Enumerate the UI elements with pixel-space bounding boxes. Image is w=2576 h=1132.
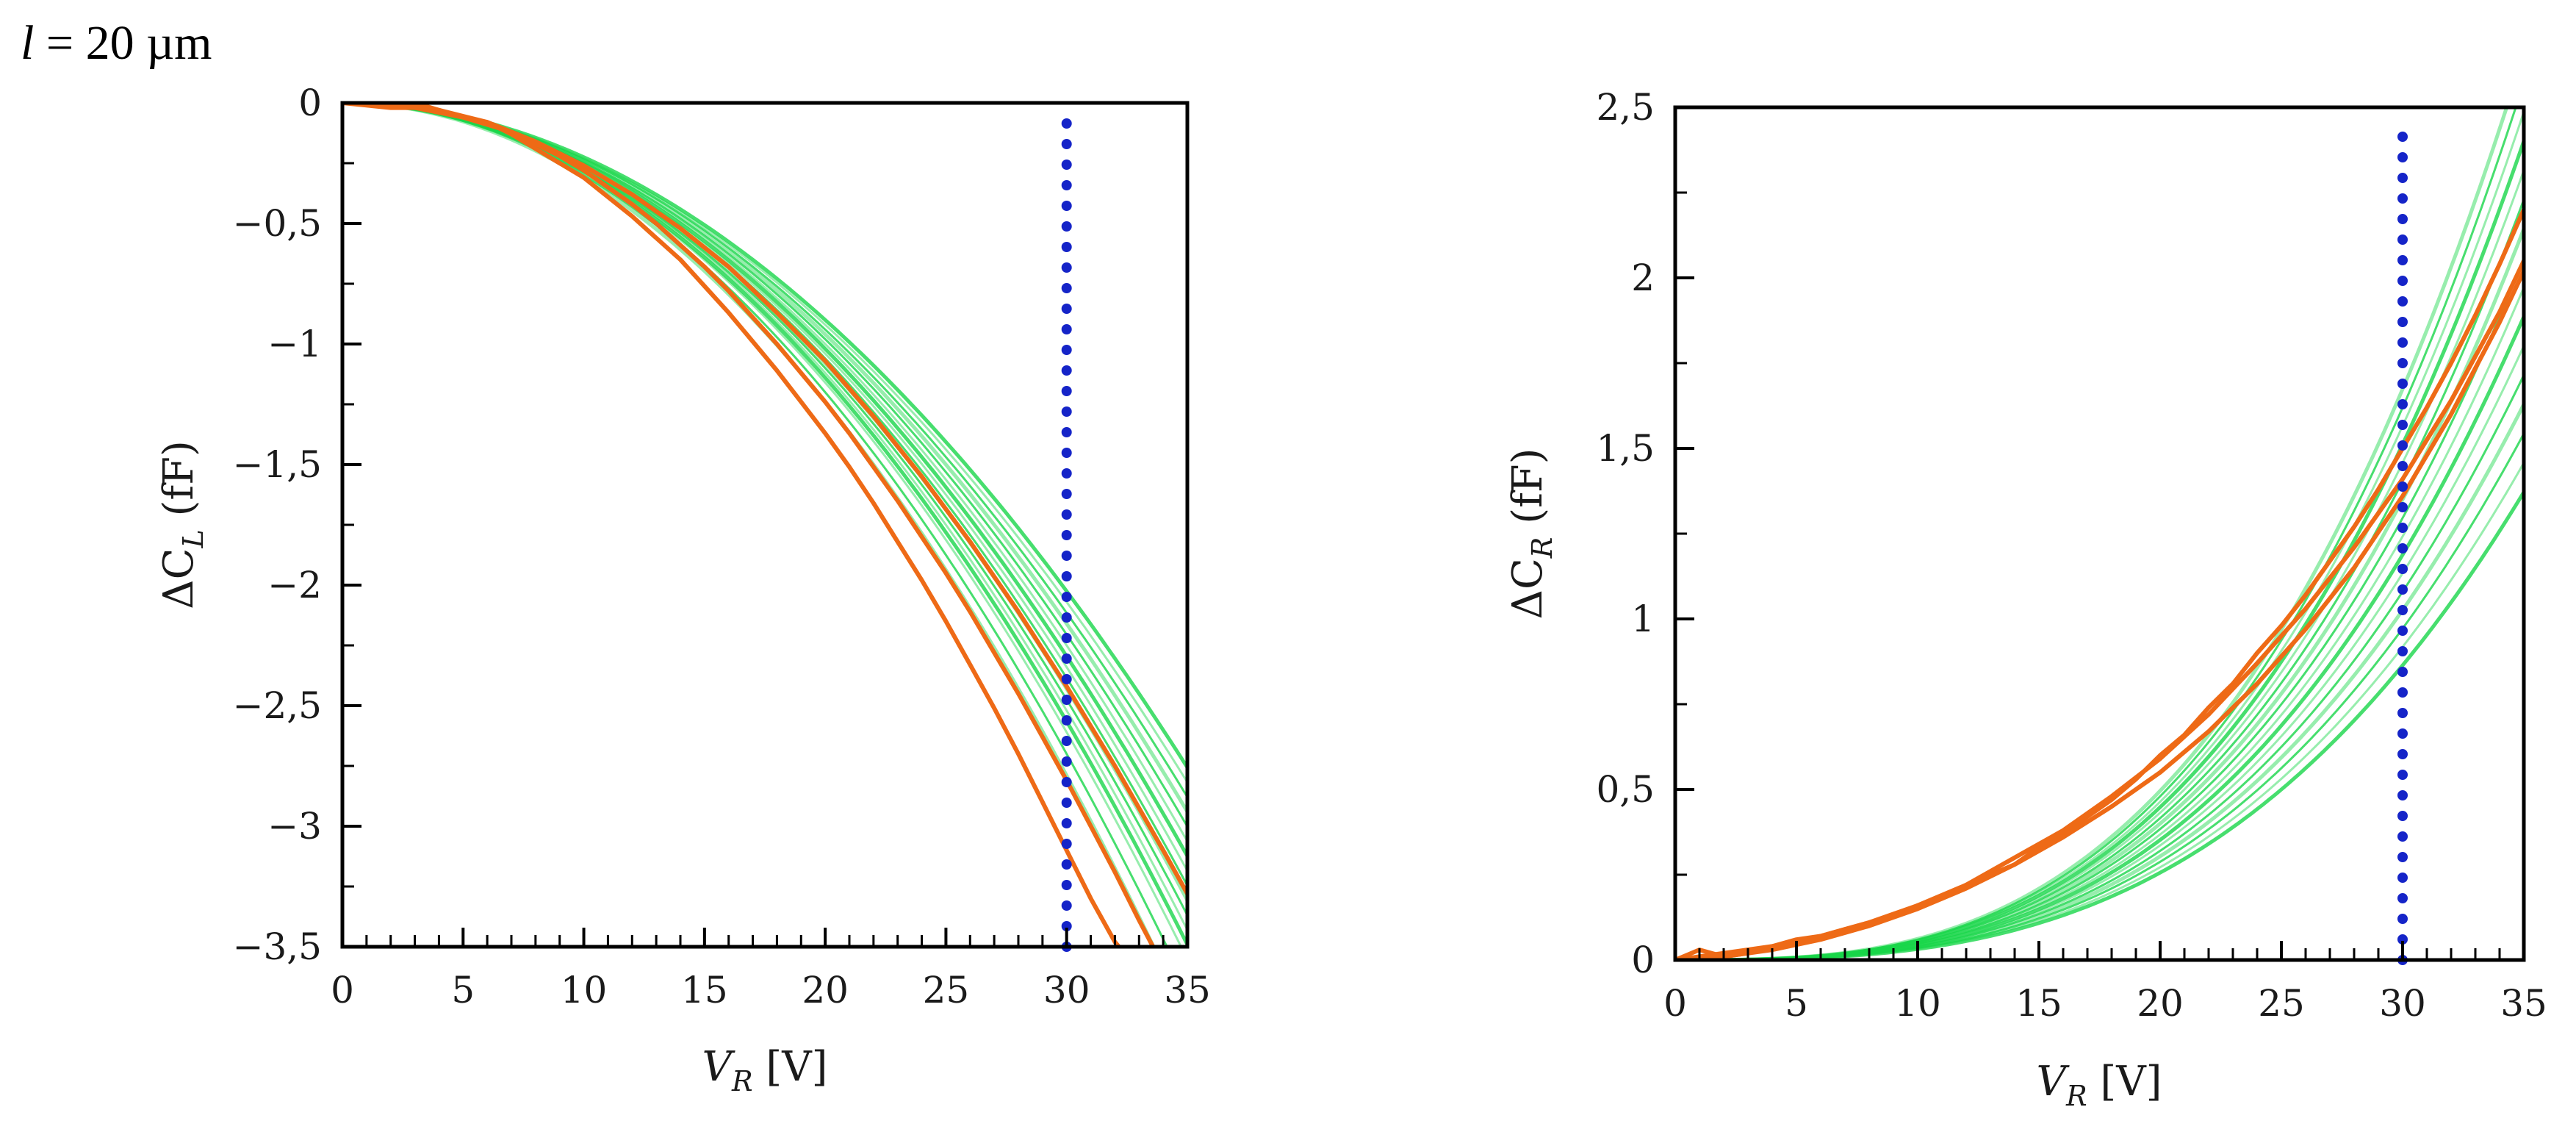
left-xlabel-main: V	[702, 1043, 735, 1091]
right-ytick-label: 2,5	[1596, 86, 1655, 129]
right-xtick-label: 20	[2137, 982, 2184, 1025]
right-xtick-label: 0	[1663, 982, 1687, 1025]
figure-label-var: l	[21, 16, 34, 70]
left-ytick-label: −0,5	[233, 202, 322, 245]
left-ylabel-sub: L	[177, 529, 209, 548]
left-xtick-label: 0	[331, 969, 354, 1011]
left-xtick-label: 10	[561, 969, 608, 1011]
left-ytick-label: −3	[267, 805, 322, 848]
left-plot-frame	[340, 101, 1190, 949]
left-ticks: 0 5 10 15 20 25 30 35 0 −0,5 −1 −1,5 −2 −2,5 −3 −3,5	[233, 82, 1211, 1011]
left-sim-curve-4	[342, 103, 1187, 813]
right-ytick-label: 0	[1631, 939, 1655, 981]
right-ylabel-unit: (fF)	[1504, 448, 1552, 523]
right-xtick-label: 5	[1785, 982, 1808, 1025]
right-plot-frame	[1673, 105, 2526, 962]
figure-label-rest: = 20 µm	[34, 16, 212, 70]
right-ytick-label: 0,5	[1596, 768, 1655, 811]
left-xtick-label: 30	[1043, 969, 1090, 1011]
right-ytick-label: 1	[1631, 598, 1655, 640]
right-xtick-label: 25	[2258, 982, 2305, 1025]
left-sim-curve-10	[342, 103, 1187, 902]
right-sim-curve-16	[1675, 107, 2509, 960]
left-ytick-label: −2	[267, 564, 322, 606]
right-plot-area	[1675, 107, 2524, 960]
left-plot-area	[342, 103, 1187, 947]
right-ytick-label: 1,5	[1596, 427, 1655, 470]
left-xtick-label: 35	[1164, 969, 1211, 1011]
right-sim-curve-15	[1675, 107, 2517, 960]
left-ytick-label: −3,5	[233, 925, 322, 968]
left-sim-curve-8	[342, 103, 1187, 872]
right-xlabel-sub: R	[2065, 1080, 2087, 1112]
right-sim-curve-2	[1675, 462, 2524, 960]
left-sim-curve-3	[342, 103, 1187, 798]
left-xlabel: VR [V]	[702, 1043, 827, 1097]
right-ticks: 0 5 10 15 20 25 30 35 0 0,5 1 1,5 2 2,5	[1596, 86, 2547, 1025]
right-ylabel-main: ΔC	[1504, 558, 1552, 619]
left-sim-curve-12	[342, 103, 1187, 931]
left-xlabel-unit: [V]	[766, 1043, 827, 1091]
left-ytick-label: 0	[298, 82, 322, 124]
right-sim-curve-14	[1675, 111, 2524, 960]
left-ytick-label: −1,5	[233, 443, 322, 486]
left-measured-2-line	[342, 103, 1156, 947]
right-ytick-label: 2	[1631, 257, 1655, 299]
left-chart: 0 5 10 15 20 25 30 35 0 −0,5 −1 −1,5 −2 −2,5 −3 −3,5 VR…	[155, 82, 1211, 1097]
left-sim-curve-5	[342, 103, 1187, 828]
left-xtick-label: 5	[451, 969, 475, 1011]
left-sim-curve-11	[342, 103, 1187, 916]
left-xtick-label: 20	[802, 969, 849, 1011]
left-ylabel: ΔCL (fF)	[155, 440, 209, 609]
left-ylabel-main: ΔC	[155, 548, 203, 609]
right-ylabel-sub: R	[1526, 537, 1558, 559]
left-ytick-label: −1	[267, 323, 322, 365]
left-ytick-label: −2,5	[233, 684, 322, 727]
left-sim-curve-13	[342, 103, 1187, 946]
right-sim-curve-13	[1675, 140, 2524, 960]
left-sim-curve-6	[342, 103, 1187, 842]
left-sim-curve-16	[342, 103, 1156, 947]
left-sim-curve-15	[342, 103, 1168, 947]
left-ylabel-unit: (fF)	[155, 440, 203, 516]
right-xlabel-main: V	[2036, 1058, 2070, 1106]
right-xtick-label: 10	[1894, 982, 1941, 1025]
figure-label: l = 20 µm	[21, 16, 212, 70]
right-xtick-label: 30	[2379, 982, 2426, 1025]
left-xlabel-sub: R	[731, 1065, 753, 1097]
right-xtick-label: 35	[2500, 982, 2547, 1025]
right-xlabel: VR [V]	[2036, 1058, 2162, 1112]
left-sim-curve-14	[342, 103, 1183, 947]
right-ylabel: ΔCR (fF)	[1504, 448, 1558, 619]
left-xtick-label: 25	[923, 969, 970, 1011]
left-measured-3-line	[342, 103, 1187, 895]
right-xlabel-unit: [V]	[2100, 1058, 2162, 1106]
left-xtick-label: 15	[681, 969, 728, 1011]
right-xtick-label: 15	[2015, 982, 2062, 1025]
left-measured-1-line	[342, 103, 1122, 947]
right-measured-2-line	[1675, 259, 2524, 960]
right-measured-3-line	[1675, 270, 2524, 960]
